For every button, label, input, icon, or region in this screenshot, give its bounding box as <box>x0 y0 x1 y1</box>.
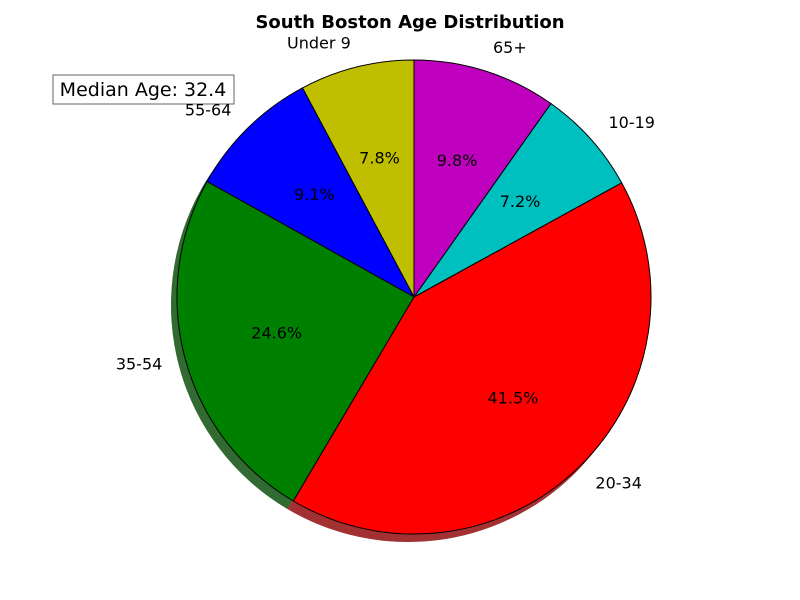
slice-percent-55-64: 9.1% <box>294 185 335 204</box>
slice-35-54 <box>176 181 415 502</box>
slice-label-35-54: 35-54 <box>116 355 163 374</box>
pie-labels: Under 9 7.8% 55-64 9.1% 35-54 24.6% 20-34 41.5%… <box>116 34 655 493</box>
slice-under-9 <box>301 59 415 298</box>
slice-percent-65: 9.8% <box>437 151 478 170</box>
slice-label-65: 65+ <box>493 38 527 57</box>
pie-slices <box>176 59 652 535</box>
slice-65 <box>413 59 552 298</box>
slice-percent-35-54: 24.6% <box>251 324 302 343</box>
slice-percent-10-19: 7.2% <box>500 192 541 211</box>
slice-label-55-64: 55-64 <box>185 100 232 119</box>
slice-label-10-19: 10-19 <box>608 113 655 132</box>
chart-title: South Boston Age Distribution <box>255 12 564 33</box>
slice-percent-under-9: 7.8% <box>359 149 400 168</box>
median-age-annotation: Median Age: 32.4 <box>52 74 235 105</box>
slice-percent-20-34: 41.5% <box>488 389 539 408</box>
median-age-text: Median Age: 32.4 <box>60 79 227 101</box>
slice-55-64 <box>206 87 415 298</box>
slice-20-34 <box>292 182 652 535</box>
slice-10-19 <box>413 103 623 298</box>
slice-label-under-9: Under 9 <box>287 34 351 53</box>
slice-label-20-34: 20-34 <box>595 474 642 493</box>
